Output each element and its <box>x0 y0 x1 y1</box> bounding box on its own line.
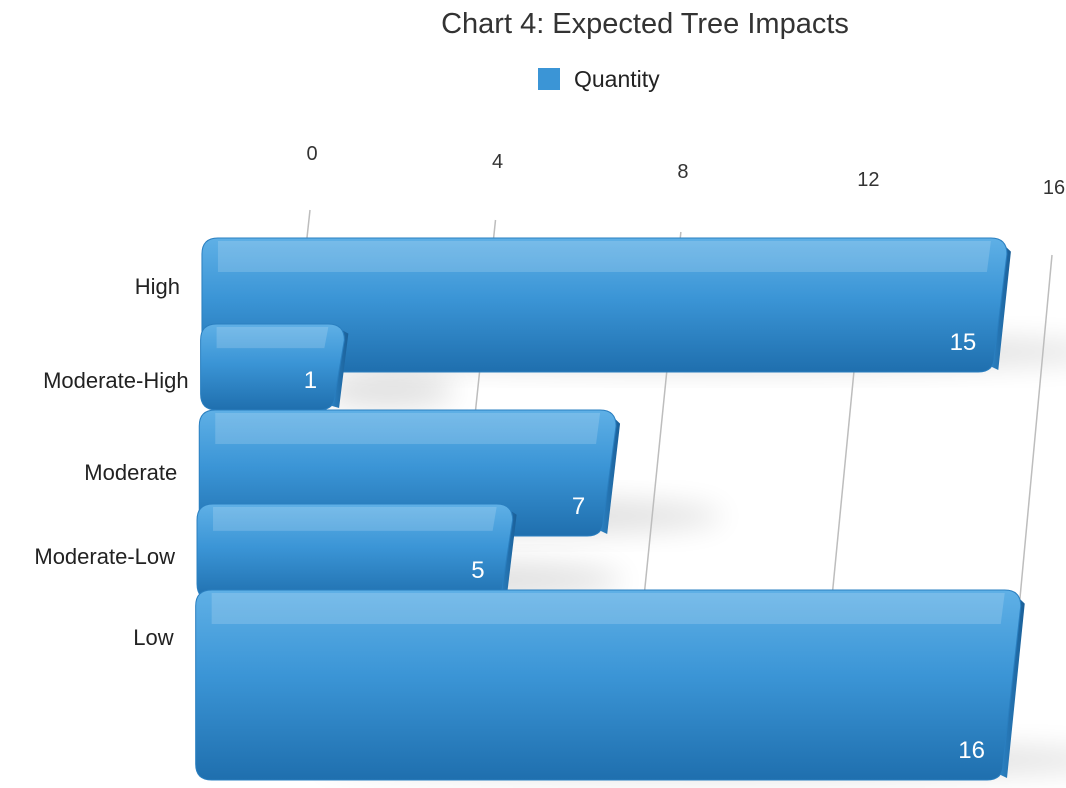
bar-shadow <box>320 372 456 408</box>
x-tick-label: 8 <box>677 161 688 183</box>
legend-label: Quantity <box>574 65 660 92</box>
bar-value-label: 16 <box>958 737 985 764</box>
bar-value-label: 7 <box>572 493 585 520</box>
legend-swatch <box>538 68 560 90</box>
bar-value-label: 5 <box>471 557 484 584</box>
category-label: Low <box>133 625 173 650</box>
category-labels: High Moderate-High Moderate Moderate-Low Low <box>34 274 188 650</box>
x-axis-ticks: 0 4 8 12 16 <box>306 143 1065 199</box>
x-tick-label: 4 <box>492 151 503 173</box>
bar <box>195 589 1022 781</box>
bar-value-label: 1 <box>304 367 317 394</box>
bars: 15 1 7 5 16 <box>195 237 1025 781</box>
gridline <box>1015 254 1053 641</box>
bar <box>201 237 1008 373</box>
category-label: Moderate-Low <box>34 544 175 569</box>
bar-highlight <box>216 327 329 349</box>
bar-highlight <box>217 241 991 272</box>
bar-highlight <box>211 593 1005 624</box>
x-tick-label: 0 <box>306 143 317 165</box>
bar-value-label: 15 <box>950 329 977 356</box>
chart-title: Chart 4: Expected Tree Impacts <box>441 8 849 40</box>
bar-highlight <box>213 507 497 531</box>
category-label: Moderate-High <box>43 368 189 393</box>
x-tick-label: 16 <box>1043 177 1065 199</box>
x-tick-label: 12 <box>857 169 879 191</box>
legend: Quantity <box>538 64 660 94</box>
category-label: Moderate <box>84 460 177 485</box>
category-label: High <box>135 274 180 299</box>
bar-highlight <box>215 413 601 444</box>
